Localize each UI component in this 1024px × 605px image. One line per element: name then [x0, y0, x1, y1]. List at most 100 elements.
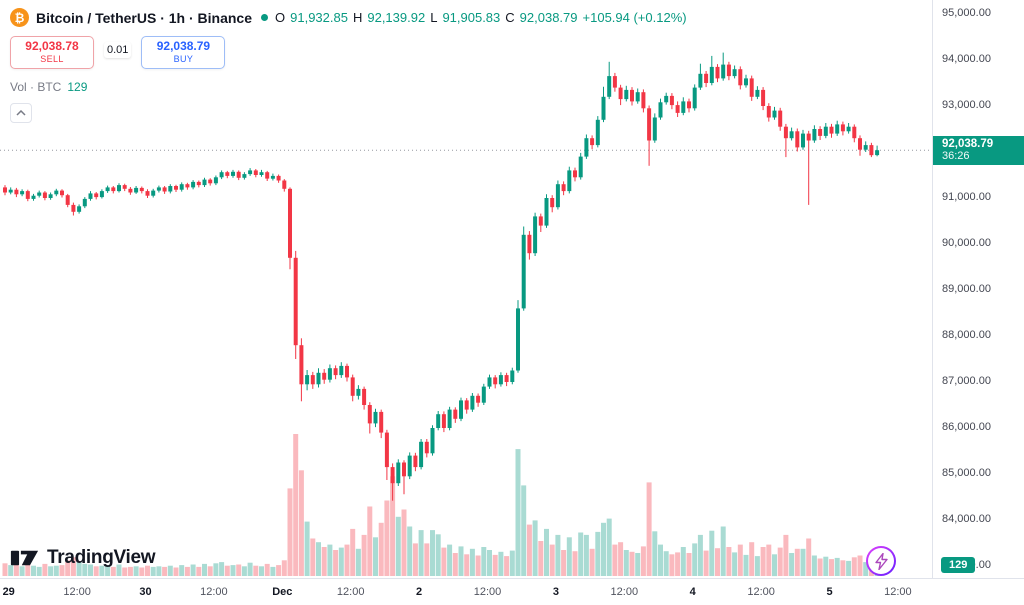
bitcoin-icon: ₿ [10, 8, 29, 27]
candle [122, 183, 127, 192]
candle [459, 397, 463, 422]
low-label: L [430, 10, 438, 25]
price-tick-label: 87,000.00 [942, 375, 991, 387]
candle [658, 98, 663, 120]
candle [521, 226, 526, 311]
candle [14, 187, 19, 198]
candle [635, 88, 640, 104]
candle [151, 188, 156, 198]
time-tick-label: 12:00 [884, 586, 912, 598]
candle [709, 55, 714, 86]
candle [801, 129, 805, 150]
time-tick-label: 29 [2, 586, 15, 598]
time-tick-label: 12:00 [610, 586, 639, 598]
candle [293, 250, 298, 359]
candle [117, 183, 121, 193]
volume-indicator-row[interactable]: Vol · BTC 129 [10, 80, 687, 94]
time-tick-label: 12:00 [200, 586, 228, 598]
candle [419, 439, 424, 470]
candle [31, 193, 36, 201]
price-tick-label: 88,000.00 [942, 329, 991, 341]
volume-indicator-label: Vol · BTC [10, 80, 62, 94]
tradingview-logo[interactable]: TradingView [10, 545, 156, 571]
candle [624, 85, 629, 102]
candle [721, 52, 726, 81]
quick-trade-button[interactable] [866, 546, 896, 576]
candle [162, 186, 167, 194]
price-tick-label: 86,000.00 [942, 421, 991, 433]
candle [840, 121, 845, 136]
candle [276, 174, 281, 183]
candle [652, 113, 657, 143]
candle [111, 186, 116, 194]
candle [527, 231, 532, 260]
candle [48, 192, 53, 200]
time-axis[interactable]: 29 12:00 30 12:00 Dec 12:00 2 12:00 3 12:00 4 12:00… [0, 578, 1024, 605]
high-value: 92,139.92 [367, 10, 426, 25]
candle [390, 463, 395, 501]
collapse-pane-button[interactable] [10, 103, 32, 123]
candle [664, 92, 669, 105]
candle [384, 429, 389, 480]
sell-button[interactable]: 92,038.78 SELL [10, 36, 94, 69]
price-tick-label: 89,000.00 [942, 283, 991, 295]
candle [168, 184, 173, 194]
candle [60, 189, 64, 198]
candle [105, 185, 110, 193]
candlestick-chart[interactable] [0, 0, 932, 578]
last-price-badge: 92,038.79 36:26 [933, 136, 1024, 166]
market-status-dot[interactable] [261, 14, 268, 21]
price-axis[interactable]: 95,000.0094,000.0093,000.0092,000.0091,0… [932, 0, 1024, 578]
candle [128, 187, 133, 195]
symbol-title[interactable]: Bitcoin / TetherUS · 1h · Binance [36, 9, 252, 26]
candle [732, 65, 737, 79]
candle [538, 213, 543, 232]
candle [584, 134, 589, 159]
price-tick-label: 85,000.00 [942, 467, 991, 479]
candle [772, 106, 777, 120]
candle [288, 187, 292, 270]
open-label: O [275, 10, 286, 25]
candle [441, 411, 446, 433]
candle [601, 86, 606, 123]
candle [573, 167, 577, 182]
time-tick-label: 4 [689, 586, 696, 598]
chevron-up-icon [16, 110, 26, 116]
candle [550, 195, 555, 213]
candle [795, 128, 800, 152]
time-tick-label: 12:00 [473, 586, 502, 598]
volume-value-badge: 129 [941, 557, 976, 573]
ohlc-values: O 91,932.85 H 92,139.92 L 91,905.83 C 92,038… [275, 10, 687, 25]
close-label: C [505, 10, 515, 25]
candle [869, 142, 874, 158]
candle [812, 125, 817, 143]
symbol-row: ₿ Bitcoin / TetherUS · 1h · Binance O 91,… [10, 8, 687, 27]
candle [88, 191, 93, 201]
candle [333, 365, 338, 380]
candle [487, 374, 492, 389]
buy-button[interactable]: 92,038.79 BUY [141, 36, 226, 69]
candle [687, 98, 691, 113]
candle [174, 184, 178, 192]
candle [71, 202, 76, 216]
candle [755, 86, 760, 100]
candle [630, 87, 634, 106]
candle [453, 407, 458, 423]
candle [544, 194, 549, 228]
candle [510, 367, 515, 385]
candle [8, 187, 13, 195]
candle [561, 181, 566, 196]
candle [430, 425, 435, 456]
candle [516, 300, 520, 373]
candle [806, 130, 811, 205]
candle [612, 72, 617, 92]
buy-label: BUY [173, 54, 194, 65]
time-tick-label: 12:00 [63, 586, 91, 598]
candle [783, 123, 788, 158]
candle [675, 101, 680, 117]
volume-indicator-value: 129 [67, 80, 88, 94]
candle [305, 370, 310, 391]
low-value: 91,905.83 [442, 10, 501, 25]
candle [156, 185, 161, 193]
